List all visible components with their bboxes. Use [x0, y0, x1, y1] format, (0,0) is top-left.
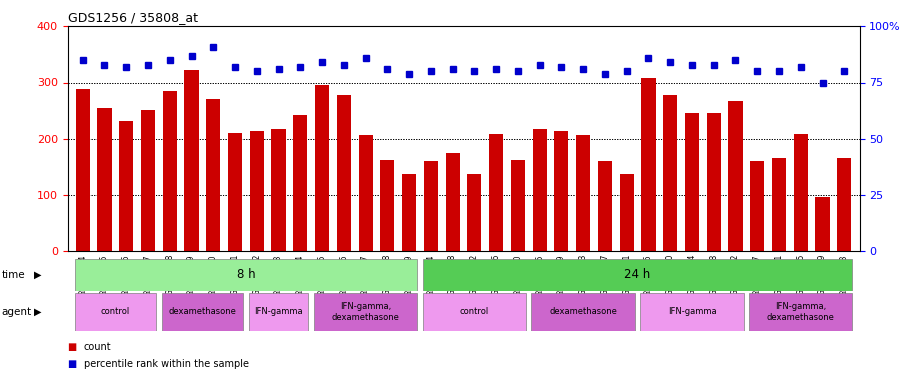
Bar — [598, 161, 612, 251]
Bar — [423, 259, 852, 291]
Text: IFN-gamma,
dexamethasone: IFN-gamma, dexamethasone — [767, 302, 834, 322]
Bar — [749, 293, 852, 331]
Bar — [228, 133, 242, 251]
Bar — [576, 135, 590, 251]
Bar — [815, 197, 830, 251]
Bar — [467, 174, 482, 251]
Bar — [706, 113, 721, 251]
Bar — [206, 99, 220, 251]
Bar — [141, 110, 155, 251]
Bar — [248, 293, 309, 331]
Bar — [642, 78, 655, 251]
Bar — [511, 160, 525, 251]
Bar — [162, 293, 243, 331]
Bar — [119, 121, 133, 251]
Bar — [272, 129, 285, 251]
Bar — [163, 91, 176, 251]
Bar — [533, 129, 546, 251]
Bar — [489, 134, 503, 251]
Text: agent: agent — [2, 307, 32, 317]
Bar — [293, 115, 308, 251]
Bar — [337, 96, 351, 251]
Text: control: control — [460, 308, 489, 316]
Text: 24 h: 24 h — [625, 268, 651, 281]
Bar — [381, 160, 394, 251]
Text: dexamethasone: dexamethasone — [168, 308, 237, 316]
Bar — [751, 161, 764, 251]
Bar — [423, 293, 526, 331]
Text: control: control — [101, 308, 130, 316]
Text: time: time — [2, 270, 25, 279]
Bar — [640, 293, 743, 331]
Bar — [663, 95, 678, 251]
Bar — [424, 160, 438, 251]
Text: GDS1256 / 35808_at: GDS1256 / 35808_at — [68, 11, 197, 24]
Bar — [314, 293, 418, 331]
Text: IFN-gamma: IFN-gamma — [668, 308, 716, 316]
Bar — [75, 259, 418, 291]
Bar — [76, 89, 90, 251]
Bar — [794, 134, 808, 251]
Text: dexamethasone: dexamethasone — [549, 308, 617, 316]
Bar — [728, 100, 742, 251]
Bar — [532, 293, 634, 331]
Bar — [97, 108, 112, 251]
Bar — [402, 174, 416, 251]
Text: percentile rank within the sample: percentile rank within the sample — [84, 359, 248, 369]
Text: 8 h: 8 h — [237, 268, 256, 281]
Text: ▶: ▶ — [34, 270, 41, 279]
Text: IFN-gamma,
dexamethasone: IFN-gamma, dexamethasone — [332, 302, 400, 322]
Bar — [358, 135, 373, 251]
Bar — [685, 113, 699, 251]
Bar — [249, 132, 264, 251]
Text: ■: ■ — [68, 342, 76, 352]
Bar — [619, 174, 634, 251]
Text: IFN-gamma: IFN-gamma — [254, 308, 303, 316]
Bar — [315, 86, 329, 251]
Bar — [75, 293, 157, 331]
Text: ■: ■ — [68, 359, 76, 369]
Text: ▶: ▶ — [34, 307, 41, 317]
Bar — [837, 158, 851, 251]
Bar — [184, 70, 199, 251]
Text: count: count — [84, 342, 112, 352]
Bar — [446, 153, 460, 251]
Bar — [68, 26, 860, 251]
Bar — [772, 158, 786, 251]
Bar — [554, 132, 569, 251]
